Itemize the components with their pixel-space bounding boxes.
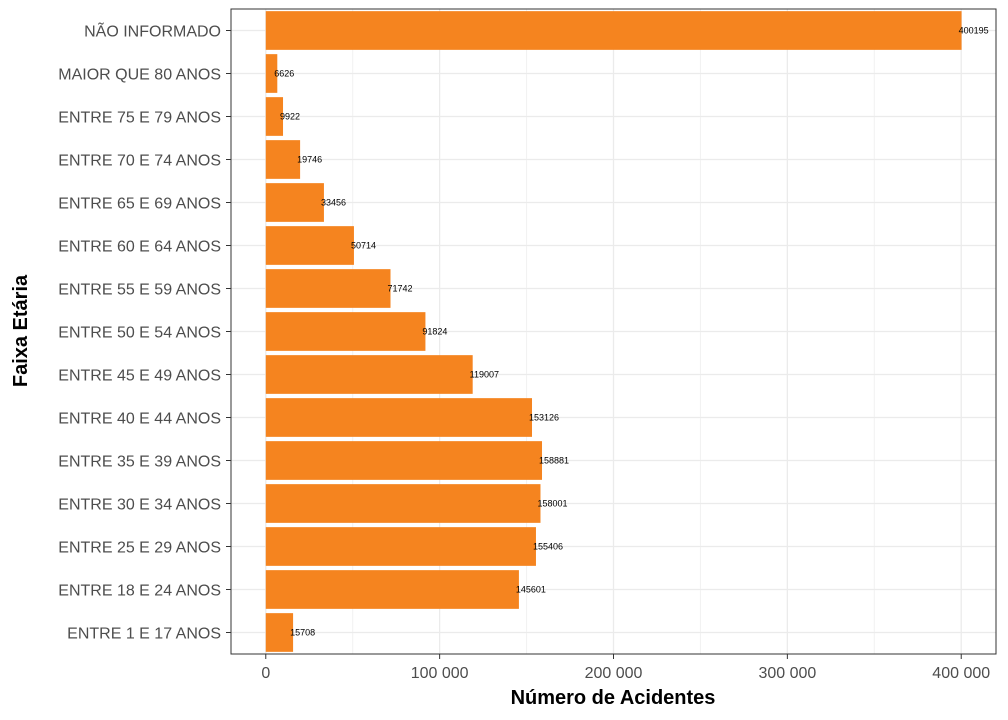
y-tick-label: ENTRE 50 E 54 ANOS [58, 325, 221, 342]
y-tick-label: ENTRE 55 E 59 ANOS [58, 282, 221, 299]
data-label: 15708 [290, 628, 315, 638]
data-label: 6626 [274, 69, 294, 79]
bar [265, 97, 284, 136]
bar [265, 226, 354, 265]
data-label: 33456 [321, 198, 346, 208]
x-axis-title: Número de Acidentes [511, 687, 716, 709]
bar [265, 398, 533, 437]
y-tick-label: ENTRE 30 E 34 ANOS [58, 497, 221, 514]
y-tick-label: ENTRE 18 E 24 ANOS [58, 583, 221, 600]
bar [265, 140, 301, 179]
y-tick-label: ENTRE 65 E 69 ANOS [58, 196, 221, 213]
y-tick-label: ENTRE 60 E 64 ANOS [58, 239, 221, 256]
y-axis-title: Faixa Etária [10, 274, 32, 387]
data-label: 145601 [516, 585, 546, 595]
data-label: 19746 [297, 155, 322, 165]
bar [265, 54, 278, 93]
bar [265, 183, 324, 222]
bar [265, 527, 536, 566]
y-tick-label: ENTRE 70 E 74 ANOS [58, 153, 221, 170]
bar [265, 269, 391, 308]
data-label: 153126 [529, 413, 559, 423]
y-tick-label: ENTRE 35 E 39 ANOS [58, 454, 221, 471]
y-tick-label: ENTRE 75 E 79 ANOS [58, 110, 221, 127]
data-labels: 400195 6626 9922 19746 33456 50714 71742 91824 1… [274, 26, 988, 638]
y-tick-label: ENTRE 40 E 44 ANOS [58, 411, 221, 428]
x-tick-label: 400 000 [932, 665, 990, 682]
data-label: 155406 [533, 542, 563, 552]
y-tick-label: NÃO INFORMADO [84, 21, 221, 41]
y-tick-label: ENTRE 1 E 17 ANOS [67, 626, 221, 643]
data-label: 400195 [959, 26, 989, 36]
y-axis-ticks: NÃO INFORMADO MAIOR QUE 80 ANOS ENTRE 75 E… [58, 21, 231, 643]
bar [265, 11, 962, 50]
bar [265, 312, 426, 351]
bar [265, 484, 541, 523]
data-label: 158001 [537, 499, 567, 509]
data-label: 50714 [351, 241, 376, 251]
bar [265, 613, 294, 652]
x-tick-label: 100 000 [411, 665, 469, 682]
y-tick-label: ENTRE 25 E 29 ANOS [58, 540, 221, 557]
data-label: 71742 [388, 284, 413, 294]
x-tick-label: 0 [261, 665, 270, 682]
data-label: 119007 [470, 370, 499, 380]
data-label: 158881 [539, 456, 569, 466]
x-tick-label: 300 000 [758, 665, 816, 682]
bar [265, 355, 473, 394]
x-axis-ticks: 0 100 000 200 000 300 000 400 000 [261, 654, 990, 682]
bar [265, 570, 519, 609]
data-label: 91824 [422, 327, 447, 337]
y-tick-label: ENTRE 45 E 49 ANOS [58, 368, 221, 385]
x-tick-label: 200 000 [585, 665, 643, 682]
y-tick-label: MAIOR QUE 80 ANOS [58, 67, 221, 84]
data-label: 9922 [280, 112, 300, 122]
bars [265, 11, 962, 652]
bar [265, 441, 543, 480]
